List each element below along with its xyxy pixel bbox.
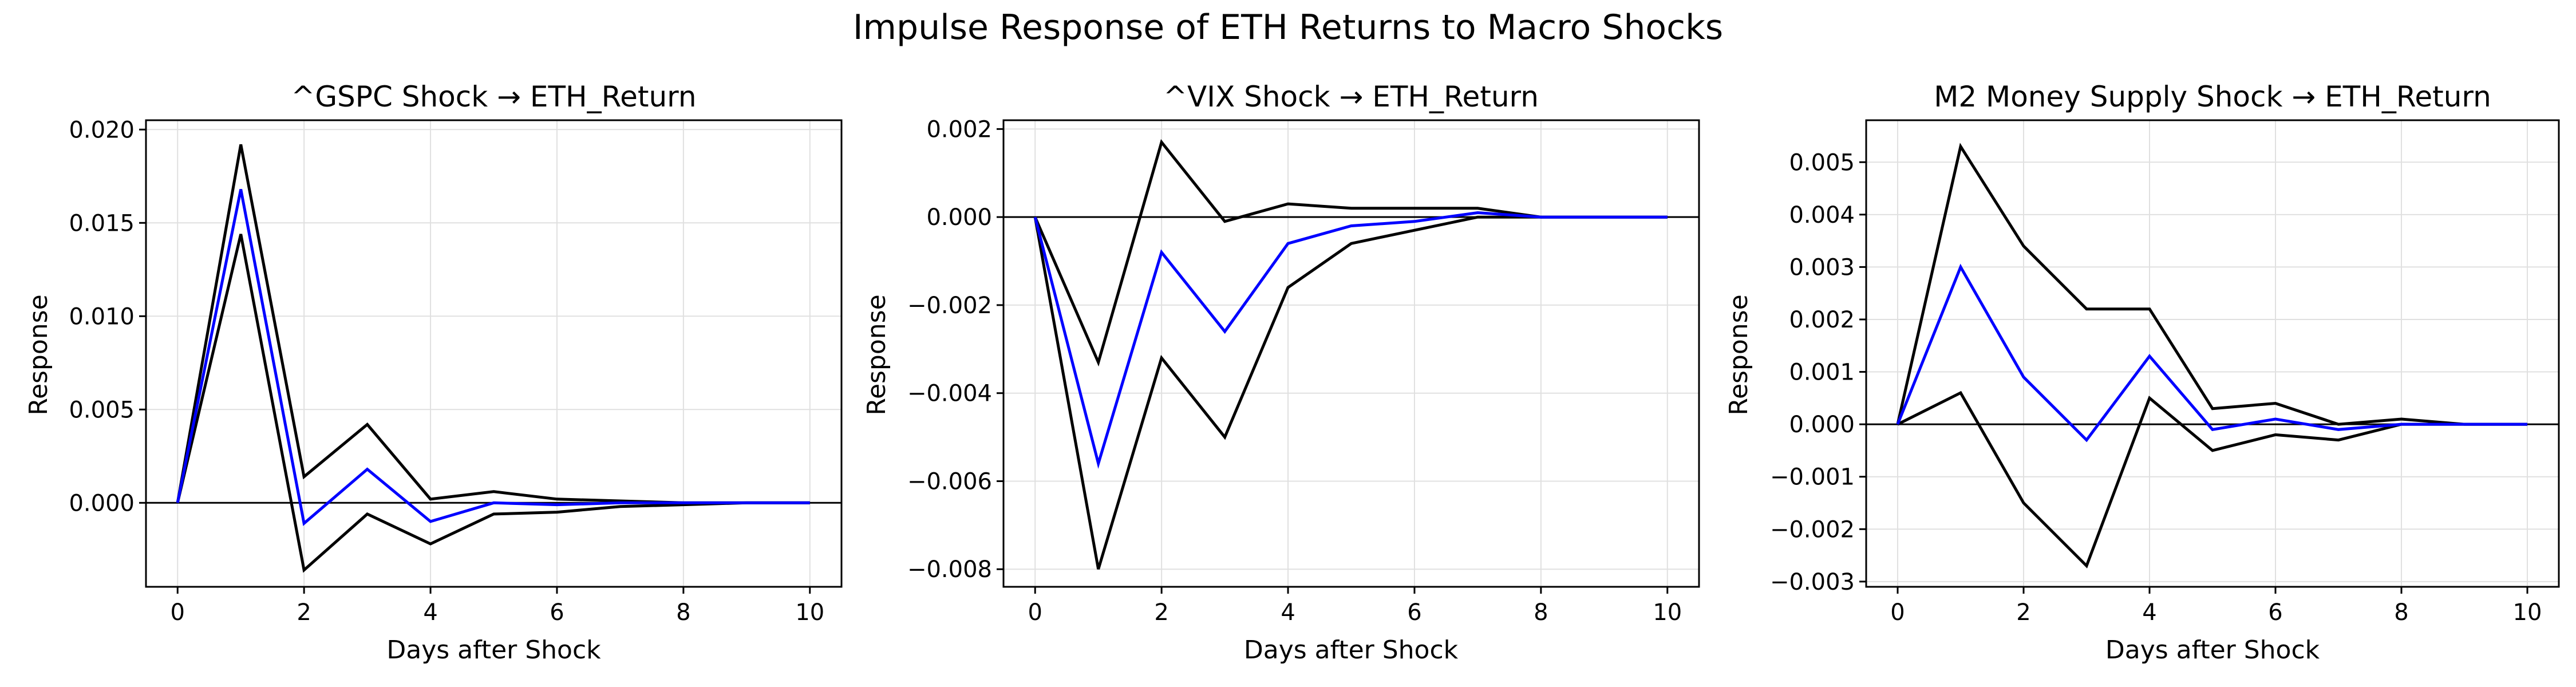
y-tick-label: 0.005 bbox=[1789, 149, 1855, 176]
irf-line bbox=[1033, 211, 1668, 469]
x-tick-label: 8 bbox=[676, 599, 690, 626]
y-tick-label: 0.005 bbox=[69, 397, 135, 423]
x-tick-label: 2 bbox=[297, 599, 311, 626]
panel-m2-money-supply-shock: M2 Money Supply Shock → ETH_Return Days … bbox=[1724, 80, 2560, 665]
x-tick-label: 10 bbox=[2513, 599, 2542, 626]
panel-gspc-shock: ^GSPC Shock → ETH_Return Days after Shoc… bbox=[24, 80, 843, 665]
x-tick-label: 6 bbox=[1407, 599, 1421, 626]
irf-line bbox=[1896, 263, 2527, 443]
y-tick-label: 0.004 bbox=[1789, 202, 1855, 228]
y-tick-label: −0.002 bbox=[1770, 516, 1855, 543]
panel-title: ^VIX Shock → ETH_Return bbox=[1163, 80, 1539, 113]
x-axis-label: Days after Shock bbox=[386, 635, 601, 665]
irf-line bbox=[176, 189, 810, 526]
lower-band-line bbox=[1897, 390, 2527, 568]
figure-title: Impulse Response of ETH Returns to Macro… bbox=[853, 7, 1723, 48]
x-axis-label: Days after Shock bbox=[1244, 635, 1459, 665]
y-tick-label: 0.003 bbox=[1789, 254, 1855, 281]
y-axis-label: Response bbox=[1724, 294, 1753, 415]
y-tick-label: −0.002 bbox=[907, 293, 992, 319]
y-tick-label: 0.002 bbox=[926, 116, 992, 143]
axes-frame bbox=[145, 119, 843, 588]
axes-frame bbox=[1865, 119, 2560, 588]
y-tick-label: −0.003 bbox=[1770, 569, 1855, 595]
x-tick-label: 4 bbox=[423, 599, 437, 626]
lower-band-line bbox=[176, 234, 810, 573]
x-tick-label: 6 bbox=[2268, 599, 2282, 626]
upper-band-line bbox=[1033, 139, 1668, 367]
panel-title: M2 Money Supply Shock → ETH_Return bbox=[1934, 80, 2491, 113]
x-axis-label: Days after Shock bbox=[2105, 635, 2320, 665]
axes-frame bbox=[1002, 119, 1700, 588]
x-tick-label: 0 bbox=[1890, 599, 1905, 626]
x-tick-label: 6 bbox=[550, 599, 564, 626]
upper-band-line bbox=[176, 144, 810, 504]
panel-title: ^GSPC Shock → ETH_Return bbox=[291, 80, 696, 113]
x-tick-label: 4 bbox=[1281, 599, 1295, 626]
x-tick-label: 4 bbox=[2142, 599, 2156, 626]
upper-band-line bbox=[1896, 143, 2527, 426]
panel-vix-shock: ^VIX Shock → ETH_Return Days after Shock… bbox=[862, 80, 1700, 665]
y-tick-label: 0.020 bbox=[69, 117, 135, 143]
x-tick-label: 8 bbox=[2394, 599, 2408, 626]
x-tick-label: 8 bbox=[1534, 599, 1548, 626]
x-tick-label: 0 bbox=[171, 599, 185, 626]
y-tick-label: −0.004 bbox=[907, 381, 992, 407]
y-tick-label: −0.006 bbox=[907, 468, 992, 495]
y-tick-label: 0.001 bbox=[1789, 360, 1855, 386]
y-axis-label: Response bbox=[24, 294, 53, 415]
x-tick-label: 2 bbox=[2016, 599, 2030, 626]
y-tick-label: 0.000 bbox=[69, 490, 135, 516]
y-tick-label: 0.010 bbox=[69, 303, 135, 330]
y-tick-label: 0.015 bbox=[69, 210, 135, 236]
y-axis-label: Response bbox=[862, 294, 891, 415]
x-tick-label: 0 bbox=[1028, 599, 1042, 626]
y-tick-label: −0.001 bbox=[1770, 464, 1855, 491]
x-tick-label: 2 bbox=[1154, 599, 1168, 626]
x-tick-label: 10 bbox=[795, 599, 824, 626]
y-tick-label: 0.000 bbox=[1789, 412, 1855, 438]
x-tick-label: 10 bbox=[1653, 599, 1682, 626]
y-tick-label: 0.000 bbox=[926, 204, 992, 231]
y-tick-label: −0.008 bbox=[907, 556, 992, 583]
y-tick-label: 0.002 bbox=[1789, 307, 1855, 333]
